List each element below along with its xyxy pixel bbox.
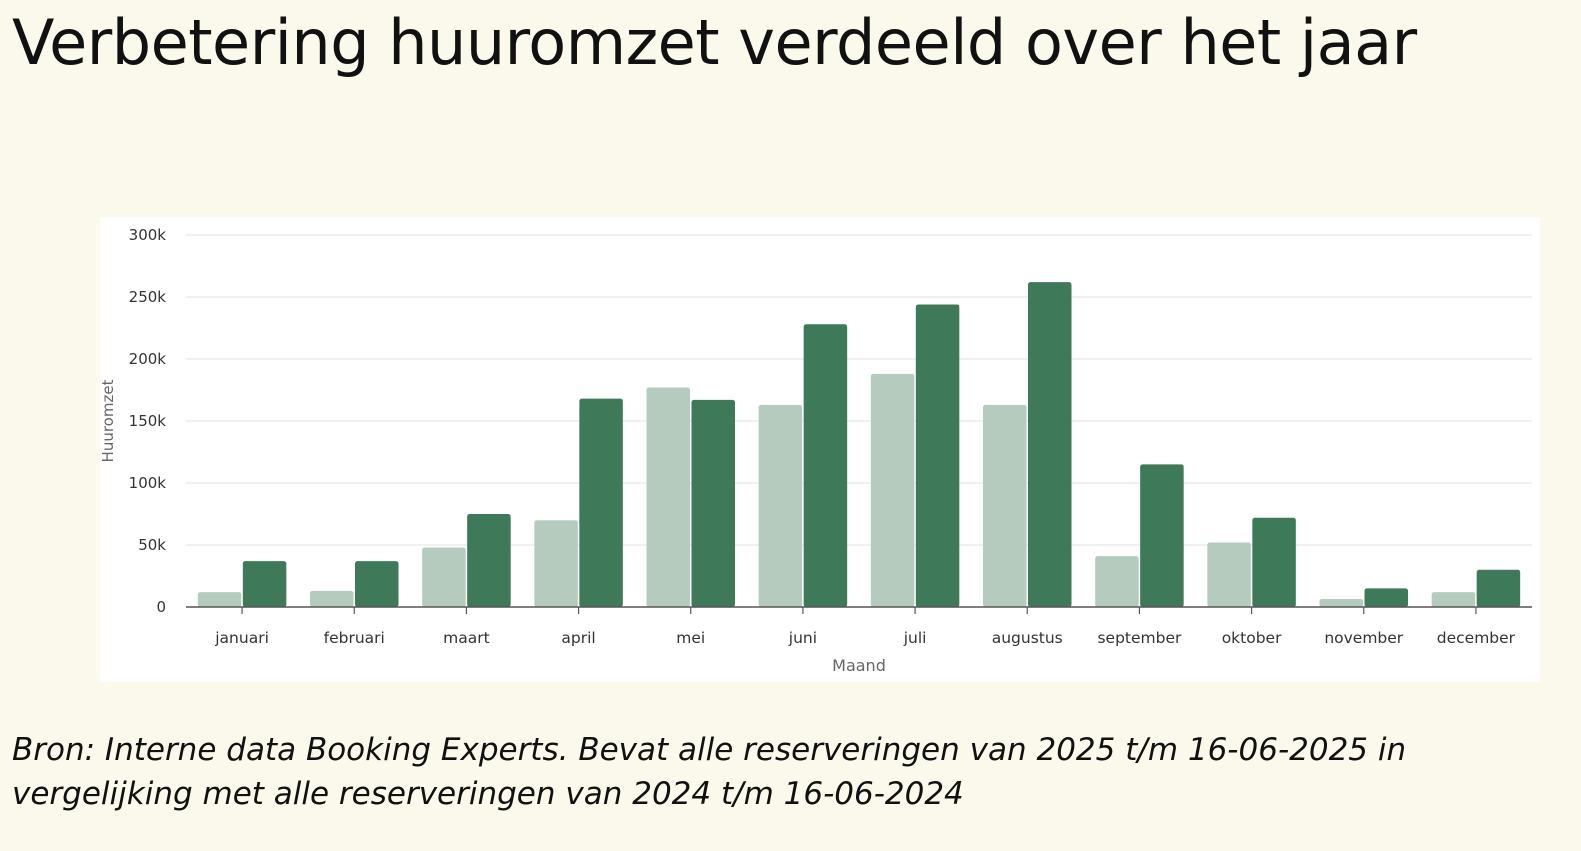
bar-light-december[interactable] (1431, 592, 1476, 607)
x-tick-label: oktober (1222, 629, 1282, 647)
slide-title: Verbetering huuromzet verdeeld over het … (12, 6, 1417, 79)
x-tick-label: december (1437, 629, 1516, 647)
bar-light-augustus[interactable] (983, 404, 1027, 607)
bar-dark-augustus[interactable] (1028, 282, 1072, 607)
bar-light-november[interactable] (1319, 598, 1364, 607)
bar-dark-september[interactable] (1140, 464, 1184, 607)
source-note: Bron: Interne data Booking Experts. Beva… (12, 732, 1407, 812)
bar-dark-juni[interactable] (803, 324, 848, 607)
bar-light-juli[interactable] (870, 373, 915, 607)
y-axis-ticks: 0 50k 100k 150k 200k 250k 300k (129, 226, 167, 616)
bar-dark-januari[interactable] (242, 561, 287, 607)
x-axis-label: Maand (832, 656, 886, 675)
y-axis-label: Huuromzet (100, 379, 117, 462)
bar-dark-maart[interactable] (467, 514, 511, 607)
y-tick-label: 250k (129, 288, 167, 306)
y-tick-label: 100k (129, 474, 167, 492)
chart-panel: 0 50k 100k 150k 200k 250k 300k januari februari… (100, 217, 1540, 682)
y-tick-label: 200k (129, 350, 167, 368)
bar-dark-oktober[interactable] (1252, 517, 1296, 607)
bar-light-september[interactable] (1095, 556, 1139, 607)
x-tick-label: april (561, 629, 595, 647)
x-tick-label: maart (443, 629, 490, 647)
bar-dark-december[interactable] (1476, 569, 1521, 607)
x-axis-ticks: januari februari maart april mei juni juli augu… (214, 607, 1516, 647)
bar-light-maart[interactable] (422, 547, 466, 607)
bar-light-januari[interactable] (197, 592, 242, 607)
bar-dark-april[interactable] (579, 398, 623, 607)
x-tick-label: februari (324, 629, 385, 647)
y-tick-label: 150k (129, 412, 167, 430)
x-tick-label: januari (214, 629, 269, 647)
bar-light-februari[interactable] (310, 590, 354, 607)
x-tick-label: mei (676, 629, 705, 647)
gridlines (186, 234, 1532, 546)
bar-dark-november[interactable] (1364, 588, 1409, 607)
y-tick-label: 50k (138, 536, 166, 554)
bars (197, 282, 1521, 607)
bar-light-juni[interactable] (758, 404, 803, 607)
bar-chart: 0 50k 100k 150k 200k 250k 300k januari februari… (100, 226, 1532, 675)
bar-dark-mei[interactable] (691, 399, 736, 607)
bar-light-oktober[interactable] (1207, 542, 1251, 607)
bar-dark-juli[interactable] (915, 304, 960, 607)
x-tick-label: juli (903, 629, 927, 647)
x-tick-label: november (1324, 629, 1403, 647)
x-tick-label: augustus (992, 629, 1063, 647)
bar-light-mei[interactable] (646, 387, 691, 607)
bar-light-april[interactable] (534, 520, 578, 607)
x-tick-label: september (1097, 629, 1182, 647)
y-tick-label: 0 (156, 598, 166, 616)
x-tick-label: juni (788, 629, 817, 647)
y-tick-label: 300k (129, 226, 167, 244)
bar-dark-februari[interactable] (355, 561, 399, 607)
